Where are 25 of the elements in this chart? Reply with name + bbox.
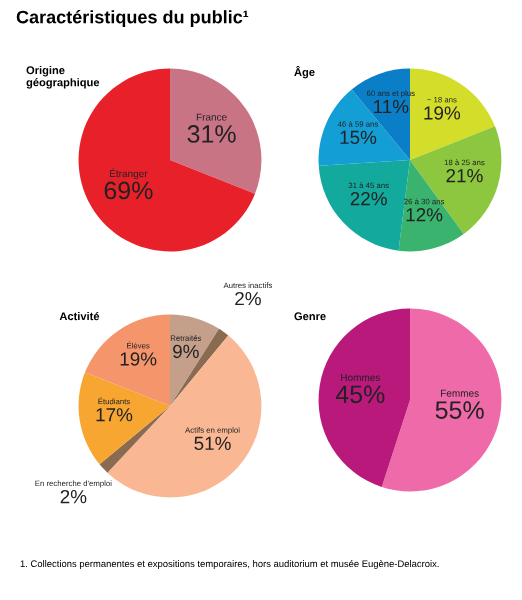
data-label: 21% bbox=[446, 169, 483, 183]
data-label: 15% bbox=[340, 130, 377, 145]
pie-slice bbox=[318, 160, 410, 251]
data-label: 9% bbox=[173, 344, 199, 359]
data-label: 11% bbox=[374, 99, 409, 114]
data-label: 17% bbox=[96, 408, 133, 422]
data-label: 19% bbox=[120, 352, 157, 366]
pie-slice bbox=[381, 308, 502, 492]
pie-slice bbox=[410, 126, 502, 234]
data-label: 22% bbox=[350, 191, 387, 206]
data-label: 12% bbox=[406, 208, 443, 222]
pie-slice bbox=[170, 328, 229, 406]
pie-slice bbox=[99, 406, 170, 473]
text: Caractéristiques du public¹ bbox=[16, 10, 249, 27]
data-label: 31% bbox=[187, 125, 236, 143]
data-label: 45% bbox=[335, 385, 385, 404]
data-label: 69% bbox=[104, 181, 153, 200]
data-label: 2% bbox=[60, 489, 87, 504]
pie-slice bbox=[170, 314, 219, 406]
data-label: 19% bbox=[424, 106, 461, 120]
pie-slice bbox=[78, 372, 170, 465]
pie-slice bbox=[170, 68, 262, 194]
data-label: 51% bbox=[194, 436, 231, 451]
data-label: 55% bbox=[435, 401, 484, 419]
data-label: 2% bbox=[235, 291, 261, 306]
